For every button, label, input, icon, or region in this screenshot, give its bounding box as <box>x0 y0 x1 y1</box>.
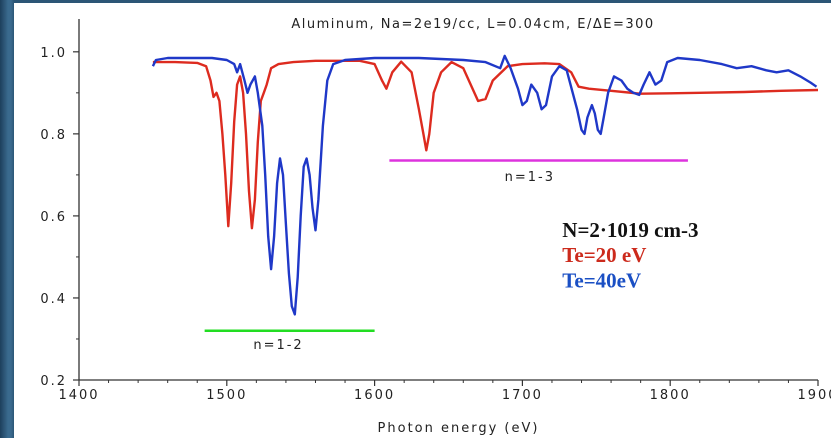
annotation-2: Te=20 eV <box>562 243 646 267</box>
x-tick-label: 1600 <box>354 388 395 403</box>
transition-label-1: n=1-2 <box>253 338 303 353</box>
y-tick-label: 0.4 <box>40 292 67 307</box>
chart-title: Aluminum, Na=2e19/cc, L=0.04cm, E/ΔE=300 <box>291 17 654 32</box>
series-line-2 <box>151 54 818 316</box>
x-tick-label: 1400 <box>58 388 99 403</box>
y-tick-label: 0.6 <box>40 210 67 225</box>
spectrum-chart: 1400150016001700180019000.20.40.60.81.0 … <box>40 17 831 436</box>
chart-panel: 1400150016001700180019000.20.40.60.81.0 … <box>14 3 831 438</box>
annotation-1: N=2·1019 cm-3 <box>562 218 698 242</box>
transition-label-2: n=1-3 <box>505 170 555 185</box>
series-line-1 <box>152 59 819 230</box>
annotation-3: Te=40eV <box>562 269 641 293</box>
x-axis-title: Photon energy (eV) <box>378 421 540 436</box>
x-tick-label: 1800 <box>650 388 691 403</box>
y-tick-label: 0.8 <box>40 128 67 143</box>
y-tick-label: 0.2 <box>40 374 67 389</box>
x-tick-label: 1500 <box>206 388 247 403</box>
x-tick-label: 1700 <box>502 388 543 403</box>
y-tick-label: 1.0 <box>40 46 67 61</box>
